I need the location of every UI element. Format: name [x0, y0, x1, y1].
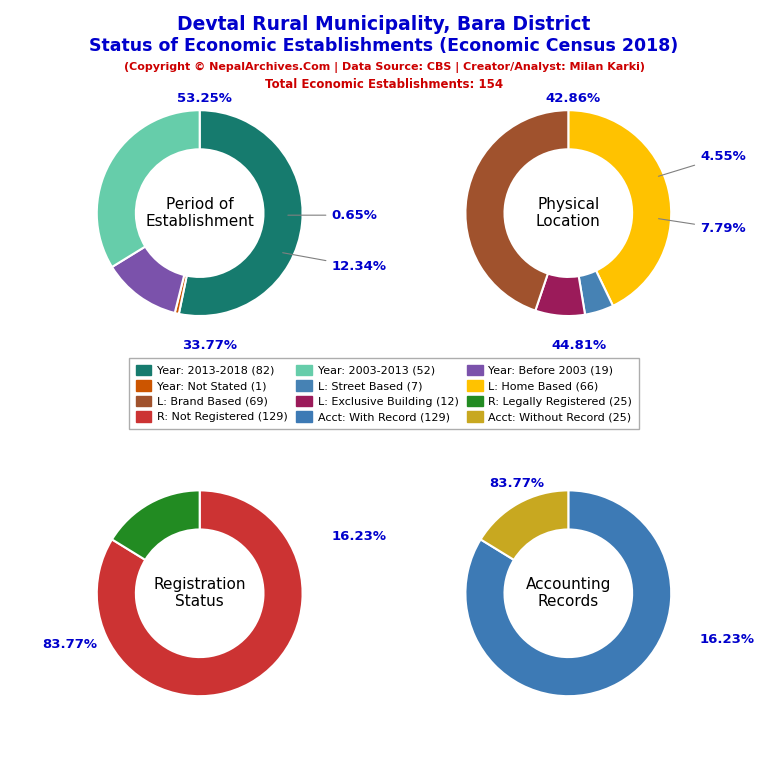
Wedge shape — [97, 110, 200, 267]
Text: 53.25%: 53.25% — [177, 92, 232, 105]
Wedge shape — [535, 273, 585, 316]
Text: Accounting
Records: Accounting Records — [525, 577, 611, 610]
Text: 16.23%: 16.23% — [700, 633, 755, 646]
Text: Period of
Establishment: Period of Establishment — [145, 197, 254, 230]
Wedge shape — [112, 247, 184, 313]
Wedge shape — [175, 275, 187, 314]
Legend: Year: 2013-2018 (82), Year: Not Stated (1), L: Brand Based (69), R: Not Register: Year: 2013-2018 (82), Year: Not Stated (… — [129, 358, 639, 429]
Text: 33.77%: 33.77% — [183, 339, 237, 352]
Wedge shape — [112, 490, 200, 560]
Text: 83.77%: 83.77% — [489, 478, 545, 490]
Text: Registration
Status: Registration Status — [154, 577, 246, 610]
Wedge shape — [481, 490, 568, 560]
Text: 12.34%: 12.34% — [283, 253, 386, 273]
Wedge shape — [179, 110, 303, 316]
Text: 7.79%: 7.79% — [658, 219, 746, 235]
Text: 44.81%: 44.81% — [551, 339, 606, 352]
Text: 16.23%: 16.23% — [332, 530, 386, 543]
Text: 4.55%: 4.55% — [658, 150, 746, 177]
Wedge shape — [578, 270, 613, 315]
Wedge shape — [465, 490, 671, 696]
Text: 0.65%: 0.65% — [288, 209, 377, 222]
Text: Status of Economic Establishments (Economic Census 2018): Status of Economic Establishments (Econo… — [89, 37, 679, 55]
Wedge shape — [465, 110, 568, 310]
Wedge shape — [97, 490, 303, 696]
Text: Physical
Location: Physical Location — [536, 197, 601, 230]
Text: Devtal Rural Municipality, Bara District: Devtal Rural Municipality, Bara District — [177, 15, 591, 35]
Text: Total Economic Establishments: 154: Total Economic Establishments: 154 — [265, 78, 503, 91]
Wedge shape — [568, 110, 671, 306]
Text: (Copyright © NepalArchives.Com | Data Source: CBS | Creator/Analyst: Milan Karki: (Copyright © NepalArchives.Com | Data So… — [124, 61, 644, 72]
Text: 83.77%: 83.77% — [41, 638, 97, 651]
Text: 42.86%: 42.86% — [546, 92, 601, 105]
